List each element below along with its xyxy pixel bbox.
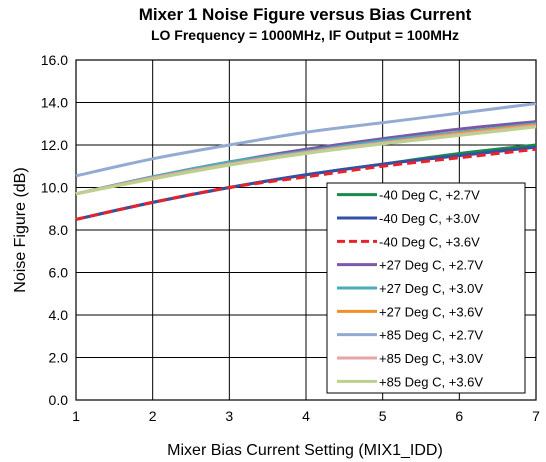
- y-tick-label: 10.0: [41, 180, 68, 196]
- legend-label: -40 Deg C, +3.6V: [379, 234, 480, 249]
- plot-area: 0.0 2.0 4.0 6.0 8.0 10.0 12.0 14.0 16.0 1 2 3 4 5 6 7 -4…: [41, 52, 540, 424]
- legend-label: +27 Deg C, +2.7V: [379, 258, 483, 273]
- y-tick-label: 0.0: [49, 392, 69, 408]
- y-tick-label: 2.0: [49, 350, 69, 366]
- legend-label: +27 Deg C, +3.6V: [379, 304, 483, 319]
- plot-border: [75, 59, 537, 401]
- legend-label: -40 Deg C, +2.7V: [379, 188, 480, 203]
- x-tick-label: 6: [455, 408, 463, 424]
- x-tick-label: 5: [379, 408, 387, 424]
- x-tick-label: 3: [225, 408, 233, 424]
- y-tick-label: 8.0: [49, 222, 69, 238]
- legend: -40 Deg C, +2.7V -40 Deg C, +3.0V -40 Deg …: [326, 182, 526, 394]
- y-tick-label: 16.0: [41, 52, 68, 68]
- x-tick-label: 1: [72, 408, 80, 424]
- y-tick-label: 6.0: [49, 265, 69, 281]
- series-line: [75, 147, 537, 221]
- chart-title: Mixer 1 Noise Figure versus Bias Current: [139, 5, 472, 24]
- legend-label: +85 Deg C, +2.7V: [379, 328, 483, 343]
- x-tick-label: 2: [149, 408, 157, 424]
- legend-label: +27 Deg C, +3.0V: [379, 281, 483, 296]
- y-tick-label: 4.0: [49, 307, 69, 323]
- x-tick-label: 4: [302, 408, 310, 424]
- y-tick-label: 12.0: [41, 137, 68, 153]
- legend-label: +85 Deg C, +3.0V: [379, 351, 483, 366]
- series-line: [75, 102, 537, 178]
- x-axis-title: Mixer Bias Current Setting (MIX1_IDD): [167, 442, 443, 459]
- series-line: [75, 125, 537, 196]
- x-tick-label: 7: [532, 408, 540, 424]
- legend-label: -40 Deg C, +3.0V: [379, 211, 480, 226]
- chart-subtitle: LO Frequency = 1000MHz, IF Output = 100M…: [151, 27, 459, 43]
- y-tick-label: 14.0: [41, 95, 68, 111]
- legend-label: +85 Deg C, +3.6V: [379, 374, 483, 389]
- y-axis-title: Noise Figure (dB): [12, 167, 29, 292]
